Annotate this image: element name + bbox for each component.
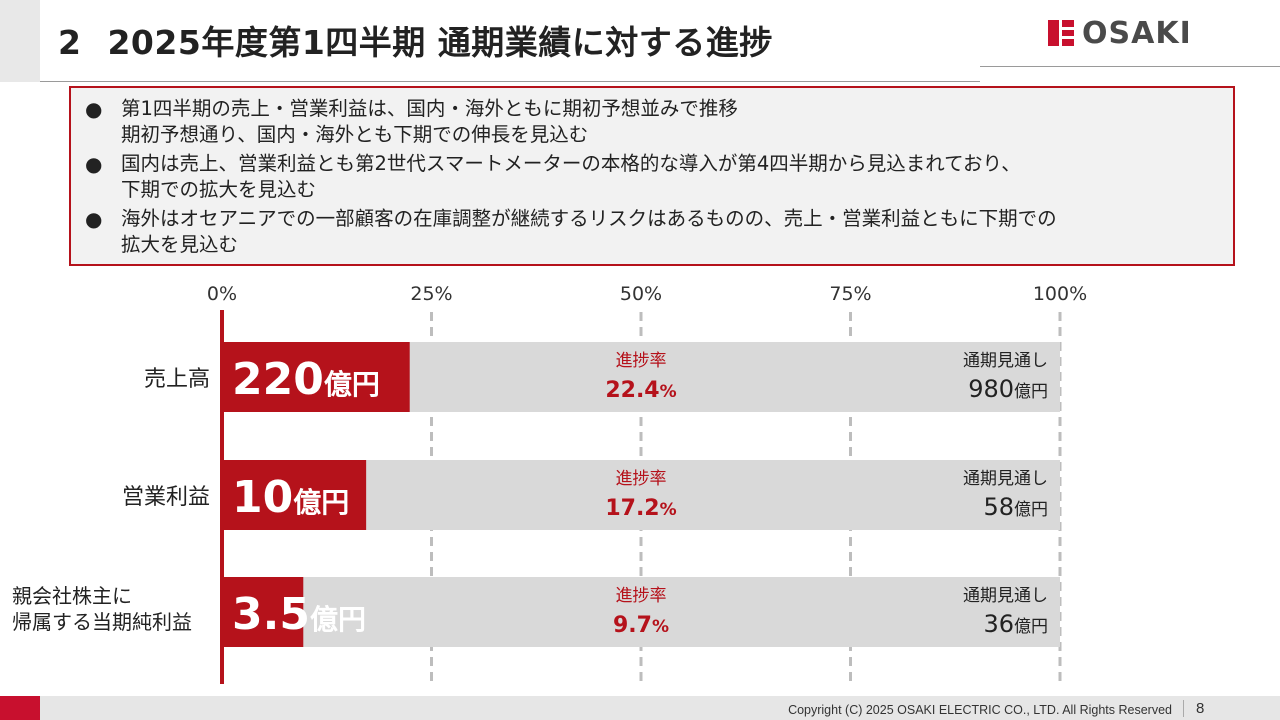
x-tick-label: 100% bbox=[1033, 283, 1087, 305]
forecast-value-number: 980 bbox=[968, 375, 1014, 403]
footer-accent-block bbox=[0, 696, 40, 720]
actual-value-label: 10億円 bbox=[232, 472, 349, 523]
progress-bar bbox=[222, 577, 304, 647]
forecast-value: 980億円 bbox=[968, 375, 1048, 403]
rate-value: 17.2% bbox=[605, 496, 676, 521]
rate-value-unit: % bbox=[660, 382, 677, 402]
rate-value-unit: % bbox=[652, 617, 669, 637]
actual-value-number: 220 bbox=[232, 354, 324, 405]
progress-bar-chart: 0% 25% 50% 75% 100%売上高 220億円進捗率22.4%通期見通し980億… bbox=[12, 283, 1087, 684]
x-tick-label: 0% bbox=[207, 283, 237, 305]
forecast-value: 58億円 bbox=[983, 493, 1048, 521]
category-label: 親会社株主に帰属する当期純利益 bbox=[12, 584, 192, 634]
bullet-dot-icon: ● bbox=[85, 207, 103, 231]
forecast-title: 通期見通し bbox=[963, 351, 1048, 371]
logo-mark-icon bbox=[1048, 20, 1074, 46]
forecast-title: 通期見通し bbox=[963, 586, 1048, 606]
footer-bar bbox=[0, 696, 1280, 720]
progress-bar bbox=[222, 342, 410, 412]
rate-value: 22.4% bbox=[605, 378, 676, 403]
logo-text: OSAKI bbox=[1082, 15, 1192, 51]
category-label: 営業利益 bbox=[122, 485, 210, 510]
category-label-line: 親会社株主に bbox=[12, 584, 132, 608]
rate-title: 進捗率 bbox=[616, 586, 667, 606]
rate-value: 9.7% bbox=[613, 613, 669, 638]
actual-value-number: 3.5 bbox=[232, 589, 310, 640]
bullet-text: 第1四半期の売上・営業利益は、国内・海外ともに期初予想並みで推移 期初予想通り、… bbox=[121, 97, 738, 146]
remaining-bar bbox=[222, 577, 1060, 647]
x-tick-label: 25% bbox=[410, 283, 452, 305]
progress-bar bbox=[222, 460, 367, 530]
summary-box: ● 第1四半期の売上・営業利益は、国内・海外ともに期初予想並みで推移 期初予想通… bbox=[69, 86, 1235, 266]
actual-value-number: 10 bbox=[232, 472, 293, 523]
x-tick-label: 75% bbox=[829, 283, 871, 305]
bullet-text: 国内は売上、営業利益とも第2世代スマートメーターの本格的な導入が第4四半期から見… bbox=[121, 152, 1021, 201]
forecast-value-unit: 億円 bbox=[1014, 617, 1048, 637]
page-number: 8 bbox=[1183, 700, 1226, 717]
actual-value-label: 220億円 bbox=[232, 354, 380, 405]
summary-bullet: ● 海外はオセアニアでの一部顧客の在庫調整が継続するリスクはあるものの、売上・営… bbox=[85, 206, 1233, 258]
rate-value-number: 22.4 bbox=[605, 378, 659, 403]
forecast-title: 通期見通し bbox=[963, 469, 1048, 489]
bullet-dot-icon: ● bbox=[85, 152, 103, 176]
rate-value-number: 9.7 bbox=[613, 613, 652, 638]
header-rule bbox=[40, 81, 980, 82]
category-label: 売上高 bbox=[144, 367, 210, 392]
actual-value-unit: 億円 bbox=[293, 486, 349, 519]
copyright-text: Copyright (C) 2025 OSAKI ELECTRIC CO., L… bbox=[788, 703, 1172, 717]
x-tick-label: 50% bbox=[620, 283, 662, 305]
header-accent-block bbox=[0, 0, 40, 82]
summary-bullet: ● 国内は売上、営業利益とも第2世代スマートメーターの本格的な導入が第4四半期か… bbox=[85, 151, 1233, 203]
forecast-value-number: 36 bbox=[983, 610, 1014, 638]
header-rule-right bbox=[980, 66, 1280, 67]
rate-title: 進捗率 bbox=[616, 351, 667, 371]
bullet-dot-icon: ● bbox=[85, 97, 103, 121]
actual-value-unit: 億円 bbox=[310, 603, 366, 636]
forecast-value-number: 58 bbox=[983, 493, 1014, 521]
rate-value-number: 17.2 bbox=[605, 496, 659, 521]
category-label-line: 帰属する当期純利益 bbox=[12, 610, 192, 634]
forecast-value-unit: 億円 bbox=[1014, 500, 1048, 520]
company-logo: OSAKI bbox=[1048, 15, 1192, 51]
actual-value-unit: 億円 bbox=[324, 368, 380, 401]
forecast-value: 36億円 bbox=[983, 610, 1048, 638]
summary-bullet: ● 第1四半期の売上・営業利益は、国内・海外ともに期初予想並みで推移 期初予想通… bbox=[85, 96, 1233, 148]
bullet-text: 海外はオセアニアでの一部顧客の在庫調整が継続するリスクはあるものの、売上・営業利… bbox=[121, 207, 1057, 256]
section-number: 2 bbox=[58, 23, 82, 62]
actual-value-label: 3.5億円 bbox=[232, 589, 366, 640]
forecast-value-unit: 億円 bbox=[1014, 382, 1048, 402]
rate-title: 進捗率 bbox=[616, 469, 667, 489]
rate-value-unit: % bbox=[660, 500, 677, 520]
page-title: 2 2025年度第1四半期 通期業績に対する進捗 bbox=[58, 16, 773, 64]
title-text: 2025年度第1四半期 通期業績に対する進捗 bbox=[107, 23, 773, 62]
